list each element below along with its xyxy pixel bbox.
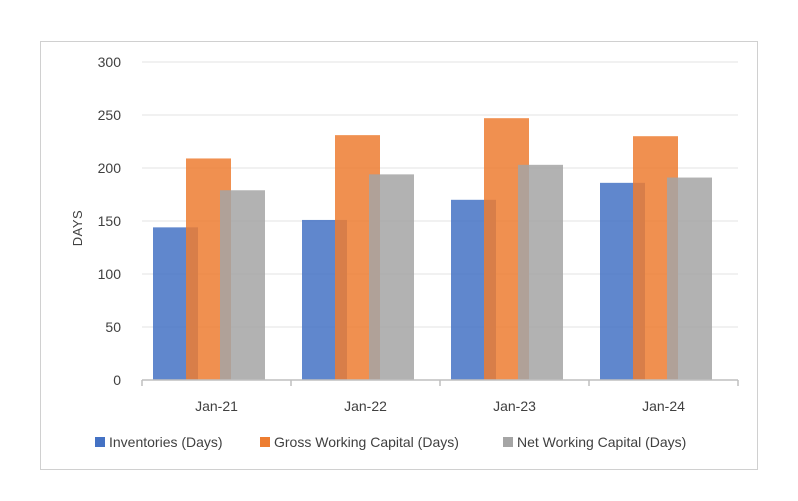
x-axis-categories: Jan-21 Jan-22 Jan-23 Jan-24 [195, 398, 685, 414]
y-axis-label: DAYS [70, 210, 85, 246]
bar-net-working-capital-days-jan-24 [667, 177, 712, 380]
legend-item: Gross Working Capital (Days) [260, 434, 459, 450]
legend: Inventories (Days) Gross Working Capital … [95, 434, 686, 450]
legend-swatch [95, 437, 105, 447]
x-category-label: Jan-22 [344, 398, 387, 414]
legend-item: Net Working Capital (Days) [503, 434, 686, 450]
legend-item: Inventories (Days) [95, 434, 223, 450]
x-category-label: Jan-24 [642, 398, 685, 414]
y-tick-label: 0 [113, 372, 121, 388]
y-tick-label: 100 [98, 266, 122, 282]
y-tick-label: 200 [98, 160, 122, 176]
x-category-label: Jan-21 [195, 398, 238, 414]
x-category-label: Jan-23 [493, 398, 536, 414]
legend-swatch [503, 437, 513, 447]
y-tick-label: 150 [98, 213, 122, 229]
y-tick-label: 300 [98, 54, 122, 70]
legend-label: Inventories (Days) [109, 434, 223, 450]
bar-net-working-capital-days-jan-21 [220, 190, 265, 380]
legend-label: Net Working Capital (Days) [517, 434, 686, 450]
x-axis [141, 379, 739, 386]
y-tick-label: 250 [98, 107, 122, 123]
y-tick-label: 50 [105, 319, 121, 335]
legend-swatch [260, 437, 270, 447]
bar-net-working-capital-days-jan-23 [518, 164, 563, 380]
bar-net-working-capital-days-jan-22 [369, 174, 414, 380]
legend-label: Gross Working Capital (Days) [274, 434, 459, 450]
bars [153, 118, 712, 381]
y-axis-ticks: 0 50 100 150 200 250 300 [98, 54, 122, 388]
